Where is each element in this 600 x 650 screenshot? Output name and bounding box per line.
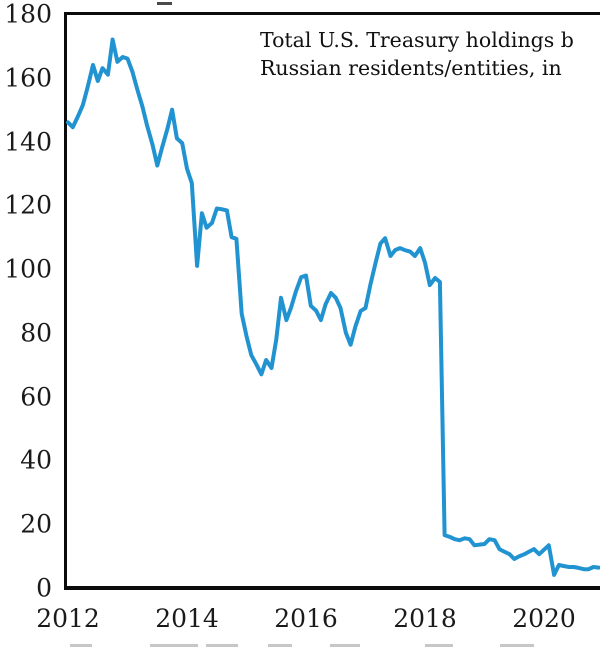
remnant-mark bbox=[70, 644, 92, 647]
chart-title: Total U.S. Treasury holdings b Russian r… bbox=[260, 26, 574, 82]
remnant-mark bbox=[500, 644, 534, 647]
remnant-mark bbox=[150, 644, 198, 647]
remnant-mark bbox=[268, 644, 292, 647]
chart-title-line-2: Russian residents/entities, in bbox=[260, 56, 562, 80]
treasury-holdings-line bbox=[66, 37, 600, 577]
remnant-mark bbox=[425, 644, 453, 647]
remnant-mark bbox=[330, 644, 360, 647]
cut-off-text-remnant bbox=[0, 644, 600, 650]
plot-frame bbox=[64, 12, 600, 590]
remnant-mark bbox=[206, 644, 238, 647]
chart-title-line-1: Total U.S. Treasury holdings b bbox=[260, 28, 574, 52]
top-dash-artifact bbox=[157, 2, 172, 5]
